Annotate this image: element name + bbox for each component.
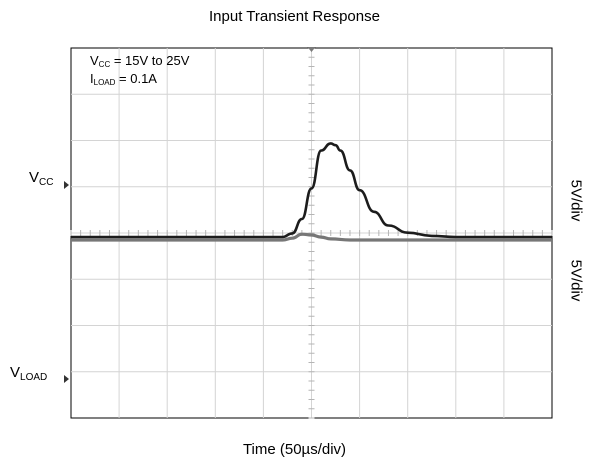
- chart-title: Input Transient Response: [209, 8, 380, 25]
- annotation-vcc-range: VCC = 15V to 25V: [90, 53, 190, 69]
- trigger-marker: [307, 47, 316, 52]
- vload-trace: [71, 232, 552, 242]
- annotation-iload: ILOAD = 0.1A: [90, 71, 157, 87]
- vload-level-marker: [64, 375, 69, 383]
- x-axis-label: Time (50µs/div): [242, 441, 347, 458]
- channel-label-vload: VLOAD: [10, 364, 48, 383]
- traces: [71, 142, 552, 242]
- vcc-level-marker: [64, 181, 69, 189]
- scale-label-vload: 5V/div: [567, 259, 585, 302]
- channel-label-vcc: VCC: [29, 169, 54, 188]
- scale-label-vcc: 5V/div: [567, 179, 585, 222]
- channel-markers: [64, 181, 69, 383]
- vcc-trace: [71, 142, 552, 239]
